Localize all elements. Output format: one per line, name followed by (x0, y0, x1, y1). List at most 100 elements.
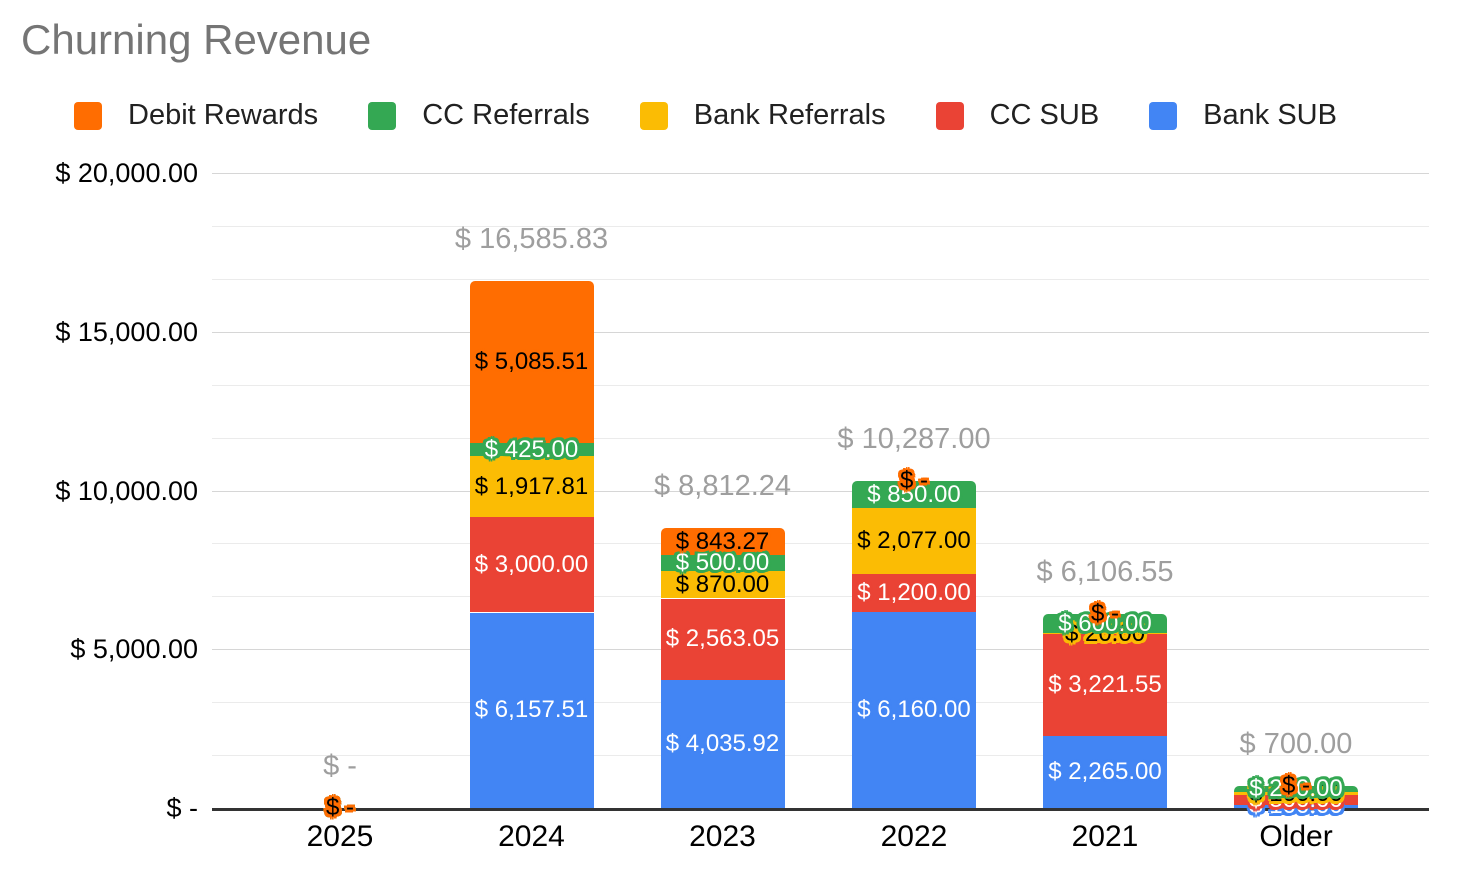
grid-line (212, 437, 1429, 439)
x-axis-category-label: Older (1259, 820, 1333, 853)
x-axis-category-label: 2023 (689, 820, 756, 853)
legend-item-cc-sub[interactable]: CC SUB (935, 99, 1099, 132)
legend-item-label: Bank SUB (1203, 99, 1337, 131)
bar-segment-bank-sub-2022[interactable] (852, 612, 976, 808)
grid-line (212, 543, 1429, 545)
y-axis-tick-label: $ 20,000.00 (55, 158, 198, 188)
bar-segment-value-label: $ 850.00 (867, 480, 961, 508)
legend-swatch-cc-referrals-icon (368, 101, 397, 130)
bar-segment-value-label: $ 1,917.81 (474, 472, 589, 500)
bar-segment-bank-referrals-2021[interactable] (1043, 633, 1167, 634)
bar-total-label: $ 10,287.00 (837, 423, 991, 456)
bar-segment-cc-sub-2022[interactable] (852, 574, 976, 613)
bar-segment-bank-referrals-2024[interactable] (469, 456, 594, 518)
bar-segment-value-label: $ 2,077.00 (857, 527, 971, 555)
x-axis-category-label: 2021 (1071, 820, 1139, 853)
bar-segment-value-label: $ - (325, 794, 355, 821)
bar-total-label: $ 6,106.55 (1036, 556, 1174, 589)
bar-segment-value-label: $ 2,563.05 (665, 625, 780, 653)
bar-total-label: $ - (323, 750, 357, 782)
bar-segment-value-label: $ 100.00 (1249, 779, 1343, 807)
y-axis-tick-label: $ 5,000.00 (70, 634, 198, 665)
x-axis-line (212, 808, 1429, 811)
bar-segment-value-label: $ 600.00 (1058, 609, 1152, 637)
x-axis-category-label: 2022 (880, 820, 948, 853)
bar-segment-value-label: $ - (325, 794, 355, 821)
bar-segment-value-label: $ - (1281, 771, 1311, 799)
legend-swatch-debit-rewards-icon (74, 101, 102, 130)
bar-segment-bank-sub-2024[interactable] (469, 612, 594, 808)
grid-line (212, 384, 1429, 386)
legend-item-label: Debit Rewards (128, 99, 319, 131)
legend-item-bank-referrals[interactable]: Bank Referrals (639, 99, 886, 132)
bar-segment-value-label: $ 300.00 (1249, 786, 1343, 814)
bar-segment-cc-referrals-2022[interactable] (852, 481, 976, 509)
bar-segment-value-label: $ - (325, 794, 355, 821)
bar-segment-cc-sub-2021[interactable] (1043, 633, 1167, 737)
grid-line (212, 225, 1429, 227)
bar-segment-value-label: $ 3,000.00 (474, 550, 589, 578)
bar-segment-cc-referrals-2024[interactable] (469, 442, 594, 457)
bar-segment-debit-rewards-2024[interactable] (469, 281, 594, 443)
bar-segment-value-label: $ 6,157.51 (474, 696, 589, 724)
bar-segment-value-label: $ - (325, 794, 355, 821)
y-axis-tick-label: $ - (166, 793, 198, 823)
grid-line (212, 490, 1429, 492)
bar-segment-value-label: $ 2,265.00 (1048, 758, 1162, 785)
x-axis-category-label: 2025 (306, 820, 374, 853)
bar-segment-value-label: $ 1,200.00 (857, 579, 971, 607)
bar-segment-cc-sub-2023[interactable] (660, 598, 785, 680)
bar-segment-bank-sub-older[interactable] (1234, 804, 1358, 808)
bar-segment-value-label: $ 4,035.92 (665, 729, 780, 757)
legend-item-debit-rewards[interactable]: Debit Rewards (74, 99, 318, 132)
grid-line (212, 278, 1429, 280)
legend-item-cc-referrals[interactable]: CC Referrals (368, 99, 590, 132)
bar-segment-cc-sub-older[interactable] (1234, 795, 1358, 805)
bar-segment-value-label: $ 5,085.51 (474, 348, 589, 376)
bar-total-label: $ 16,585.83 (454, 223, 609, 256)
bar-segment-cc-sub-2024[interactable] (469, 517, 594, 613)
bar-total-label: $ 8,812.24 (653, 470, 792, 503)
bar-segment-cc-referrals-2021[interactable] (1043, 614, 1167, 634)
bar-segment-value-label: $ 3,221.55 (1048, 670, 1162, 698)
bar-segment-cc-referrals-older[interactable] (1234, 785, 1358, 793)
legend-item-bank-sub[interactable]: Bank SUB (1149, 99, 1337, 132)
bar-segment-value-label: $ 20.00 (1064, 619, 1146, 647)
bar-segment-bank-referrals-2023[interactable] (660, 570, 785, 599)
legend: Debit Rewards CC Referrals Bank Referrals C… (74, 99, 1337, 132)
bar-segment-value-label: $ 6,160.00 (857, 696, 971, 724)
legend-swatch-bank-sub-icon (1149, 101, 1178, 130)
bar-segment-value-label: $ - (1090, 600, 1120, 628)
bar-segment-value-label: $ 200.00 (1249, 775, 1343, 802)
bar-total-label: $ 700.00 (1239, 727, 1353, 760)
bar-segment-cc-referrals-2023[interactable] (660, 555, 785, 571)
bar-segment-value-label: $ 843.27 (675, 527, 770, 555)
grid-line (212, 173, 1429, 174)
bar-segment-value-label: $ 500.00 (675, 548, 770, 576)
bar-segment-bank-referrals-2022[interactable] (852, 508, 976, 575)
legend-item-label: CC Referrals (422, 99, 590, 131)
bar-segment-bank-sub-2021[interactable] (1043, 736, 1167, 808)
grid-line (212, 596, 1429, 598)
grid-line (212, 331, 1429, 333)
grid-line (212, 702, 1429, 704)
bar-segment-debit-rewards-2023[interactable] (660, 528, 785, 555)
bar-segment-bank-sub-2023[interactable] (660, 679, 785, 808)
bar-segment-value-label: $ - (325, 794, 355, 821)
chart-title: Churning Revenue (21, 16, 372, 63)
legend-item-label: Bank Referrals (693, 99, 886, 131)
bar-segment-bank-referrals-older[interactable] (1234, 792, 1358, 796)
bar-segment-value-label: $ 425.00 (484, 435, 579, 463)
grid-line (212, 755, 1429, 757)
bar-segment-value-label: $ 100.00 (1249, 792, 1343, 820)
legend-swatch-cc-sub-icon (935, 101, 964, 130)
bar-segment-value-label: $ - (899, 467, 929, 495)
y-axis-tick-label: $ 10,000.00 (55, 475, 198, 506)
bar-segment-value-label: $ 870.00 (675, 570, 770, 598)
grid-line (212, 649, 1429, 651)
legend-swatch-bank-referrals-icon (639, 101, 668, 130)
y-axis-tick-label: $ 15,000.00 (55, 316, 198, 347)
x-axis-category-label: 2024 (498, 820, 565, 853)
